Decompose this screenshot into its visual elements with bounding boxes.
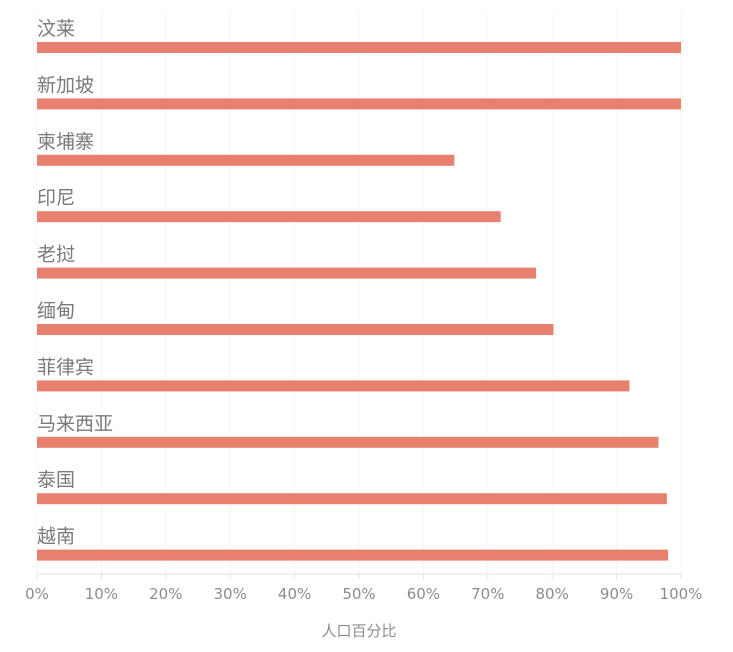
category-label: 马来西亚 [37, 413, 113, 435]
category-label: 越南 [37, 526, 75, 548]
category-label: 新加坡 [37, 74, 94, 96]
category-label: 汶莱 [37, 18, 75, 40]
x-tick-label: 80% [536, 585, 569, 603]
bar [37, 267, 537, 279]
bar [37, 211, 501, 223]
x-tick-label: 90% [600, 585, 633, 603]
x-axis-title: 人口百分比 [321, 622, 396, 640]
x-tick-label: 20% [149, 585, 182, 603]
x-tick-label: 50% [342, 585, 375, 603]
bar [37, 42, 681, 53]
category-label: 印尼 [37, 187, 75, 209]
x-axis: 0% 10% 20% 30% 40% 50% 60% 70% 80% 90% 100% [25, 573, 703, 603]
bar [37, 493, 667, 505]
x-tick-label: 30% [214, 585, 247, 603]
x-tick-label: 10% [85, 585, 118, 603]
x-tick-label: 0% [25, 585, 49, 603]
bar [37, 436, 659, 448]
category-label: 泰国 [37, 469, 75, 491]
bar [37, 549, 669, 561]
bar [37, 98, 681, 110]
category-label: 菲律宾 [37, 356, 94, 378]
bar [37, 324, 554, 335]
bars [37, 42, 681, 561]
bar [37, 154, 455, 166]
bar [37, 380, 630, 392]
gridlines [36, 10, 682, 574]
category-label: 老挝 [37, 244, 75, 266]
category-label: 缅甸 [37, 300, 75, 322]
x-tick-label: 60% [407, 585, 440, 603]
x-tick-label: 100% [660, 585, 703, 603]
category-label: 柬埔寨 [37, 131, 94, 153]
x-tick-label: 70% [471, 585, 504, 603]
x-tick-label: 40% [278, 585, 311, 603]
